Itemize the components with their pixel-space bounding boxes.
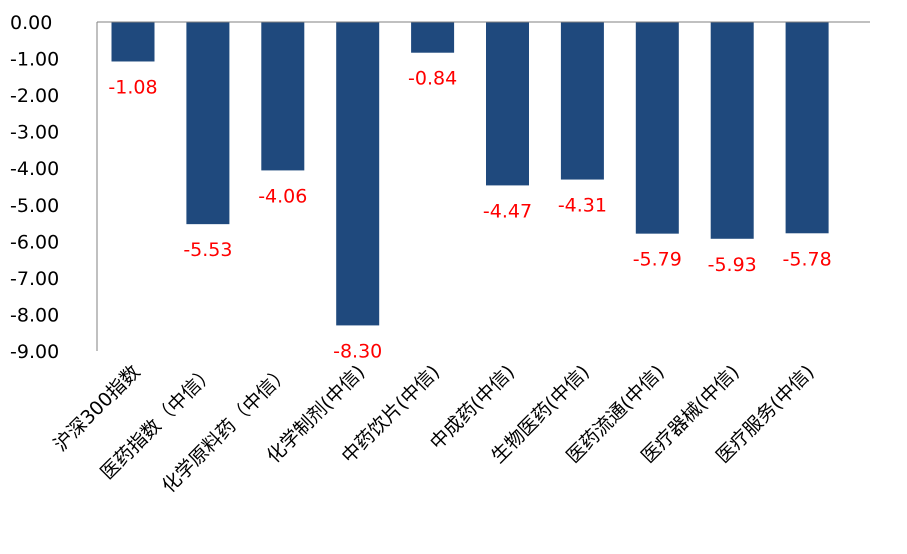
y-tick-label: -4.00 [10, 158, 59, 180]
y-tick-label: -8.00 [10, 304, 59, 326]
bar [785, 22, 829, 234]
data-label: -4.47 [483, 200, 532, 222]
y-tick-label: -6.00 [10, 231, 59, 253]
data-label: -1.08 [108, 76, 157, 98]
bar [411, 22, 455, 53]
data-label: -4.06 [258, 185, 307, 207]
bar [336, 22, 380, 326]
bar [186, 22, 230, 225]
bar [560, 22, 604, 180]
y-tick-label: 0.00 [10, 12, 52, 34]
data-label: -5.93 [708, 254, 757, 276]
y-tick-label: -3.00 [10, 122, 59, 144]
data-label: -5.53 [183, 239, 232, 261]
data-label: -8.30 [333, 340, 382, 362]
data-label: -5.78 [783, 248, 832, 270]
y-tick-label: -9.00 [10, 341, 59, 363]
data-labels: -1.08 -5.53 -4.06 -8.30 -0.84 -4.47 -4.31 -5.79… [108, 68, 831, 363]
bar [635, 22, 679, 234]
y-tick-label: -2.00 [10, 85, 59, 107]
bars [111, 22, 829, 326]
y-tick-label: -1.00 [10, 49, 59, 71]
data-label: -4.31 [558, 195, 607, 217]
y-tick-label: -5.00 [10, 195, 59, 217]
data-label: -0.84 [408, 68, 457, 90]
data-label: -5.79 [633, 249, 682, 271]
y-axis: 0.00 -1.00 -2.00 -3.00 -4.00 -5.00 -6.00 -7.00 -… [10, 12, 98, 363]
y-tick-label: -7.00 [10, 268, 59, 290]
bar [710, 22, 754, 239]
bar [486, 22, 529, 186]
bar [111, 22, 155, 62]
bar [261, 22, 305, 171]
x-tick-label: 化学原料药（中信） [158, 361, 294, 497]
